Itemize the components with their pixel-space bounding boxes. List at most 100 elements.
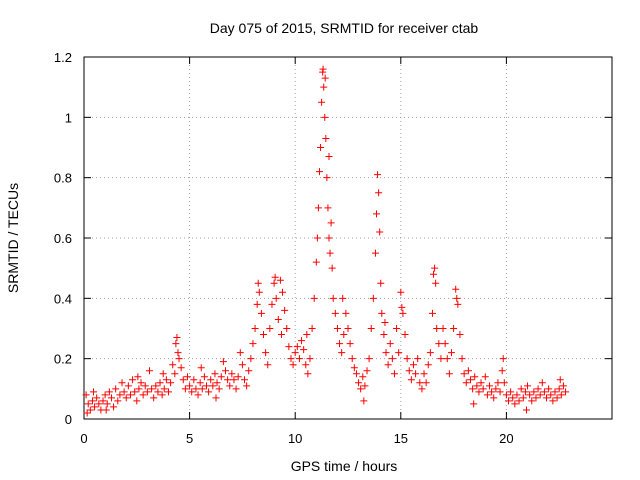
data-point [101, 391, 109, 399]
data-point [412, 370, 420, 378]
chart-title: Day 075 of 2015, SRMTID for receiver cta… [210, 20, 479, 36]
y-tick-label: 0.8 [54, 171, 72, 186]
data-point [230, 376, 238, 384]
data-point [291, 349, 299, 357]
data-point [521, 388, 529, 396]
data-point [374, 171, 382, 179]
data-point [211, 370, 219, 378]
data-point [505, 397, 513, 405]
data-point [320, 83, 328, 91]
data-point [241, 376, 249, 384]
y-tick-label: 0.4 [54, 291, 72, 306]
data-point [534, 385, 542, 393]
data-point [328, 264, 336, 272]
data-point [82, 391, 90, 399]
data-point [137, 379, 145, 387]
data-point [277, 331, 285, 339]
data-point [270, 279, 278, 287]
data-point [150, 394, 158, 402]
data-point [321, 113, 329, 121]
data-point [160, 385, 168, 393]
data-point [131, 388, 139, 396]
data-point [314, 204, 322, 212]
data-point [315, 168, 323, 176]
data-point [169, 361, 177, 369]
data-point [450, 325, 458, 332]
data-point [543, 394, 551, 402]
data-point [120, 388, 128, 396]
data-point [342, 309, 350, 317]
x-axis-label: GPS time / hours [291, 458, 398, 474]
data-point [116, 391, 124, 399]
data-point [456, 331, 464, 339]
data-point [333, 325, 341, 332]
data-point [471, 373, 479, 381]
data-point [522, 406, 530, 414]
data-point [293, 343, 301, 351]
data-point [152, 382, 160, 390]
data-point [547, 391, 555, 399]
data-point [196, 379, 204, 387]
data-point [441, 340, 449, 348]
data-point [384, 361, 392, 369]
data-point [528, 397, 536, 405]
data-point [162, 376, 170, 384]
y-tick-label: 1 [65, 110, 72, 125]
data-point [355, 379, 363, 387]
data-point [453, 294, 461, 302]
data-point [215, 385, 223, 393]
data-point [247, 355, 255, 363]
data-point [174, 349, 182, 357]
data-point [365, 355, 373, 363]
data-point [181, 385, 189, 393]
y-tick-label: 0.6 [54, 231, 72, 246]
data-point [437, 355, 445, 363]
data-point [295, 355, 303, 363]
data-point [143, 388, 151, 396]
data-point [308, 325, 316, 332]
data-point [192, 385, 200, 393]
data-point [232, 385, 240, 393]
data-point [281, 306, 289, 314]
data-point [207, 376, 215, 384]
data-point [376, 228, 384, 236]
data-point [289, 361, 297, 369]
data-point [500, 379, 508, 387]
data-point [226, 382, 234, 390]
data-point [105, 388, 113, 396]
data-point [416, 379, 424, 387]
data-point [285, 343, 293, 351]
data-point [145, 367, 153, 375]
data-point [373, 210, 381, 218]
data-point [325, 153, 333, 161]
data-point [304, 370, 312, 378]
y-tick-label: 0.2 [54, 352, 72, 367]
data-point [545, 385, 553, 393]
data-point [114, 397, 122, 405]
data-point [164, 388, 172, 396]
data-point [428, 309, 436, 317]
data-point [302, 361, 310, 369]
data-point [188, 388, 196, 396]
data-point [344, 325, 352, 332]
data-point [490, 394, 498, 402]
data-point [124, 382, 132, 390]
data-point [264, 361, 272, 369]
data-point [327, 219, 335, 227]
data-point [198, 385, 206, 393]
data-point [186, 382, 194, 390]
data-point [477, 379, 485, 387]
data-point [262, 349, 270, 357]
data-point [249, 340, 257, 348]
data-point [175, 355, 183, 363]
data-point [172, 340, 180, 348]
data-point [339, 294, 347, 302]
data-point [326, 249, 334, 257]
data-point [222, 367, 230, 375]
data-point [122, 394, 130, 402]
data-point [407, 376, 415, 384]
data-point [298, 337, 306, 345]
data-point [399, 309, 407, 317]
data-point [499, 355, 507, 363]
